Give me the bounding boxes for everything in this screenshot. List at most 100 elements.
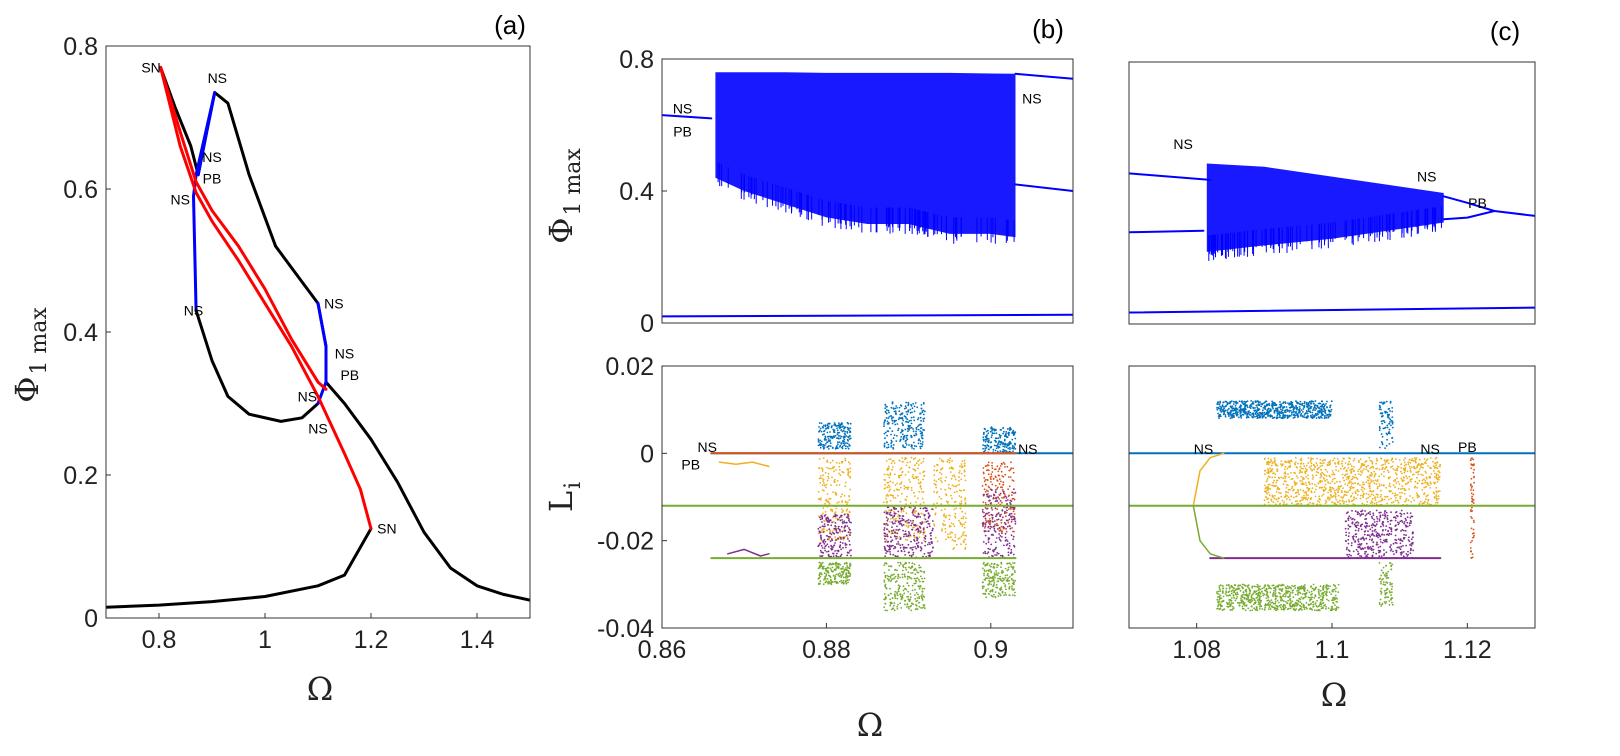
scatter-point: [1286, 495, 1289, 497]
scatter-point: [918, 601, 921, 604]
plot-area-c_top: [1129, 163, 1535, 314]
scatter-point: [819, 572, 821, 574]
scatter-point: [885, 587, 888, 590]
scatter-point: [1309, 407, 1312, 410]
scatter-point: [1305, 494, 1308, 496]
scatter-point: [1370, 500, 1373, 502]
scatter-point: [1352, 475, 1354, 478]
scatter-point: [890, 433, 892, 436]
scatter-point: [839, 446, 841, 448]
series-c_top-3: [1442, 195, 1496, 212]
scatter-point: [897, 577, 899, 580]
scatter-point: [900, 436, 903, 438]
scatter-point: [1002, 516, 1004, 519]
scatter-point: [824, 471, 827, 474]
scatter-point: [899, 500, 902, 503]
scatter-cluster-b_bottom-4: [883, 456, 926, 542]
scatter-point: [1232, 400, 1235, 403]
scatter-point: [982, 501, 985, 504]
scatter-point: [913, 532, 915, 535]
scatter-point: [826, 578, 829, 580]
scatter-point: [837, 574, 840, 576]
scatter-point: [1013, 513, 1016, 515]
scatter-point: [848, 438, 851, 440]
scatter-point: [1366, 476, 1369, 478]
scatter-point: [1322, 473, 1325, 475]
scatter-point: [1254, 415, 1256, 418]
scatter-point: [1335, 469, 1337, 471]
scatter-point: [1005, 588, 1007, 591]
scatter-point: [1285, 406, 1288, 408]
scatter-point: [1383, 459, 1386, 461]
scatter-point: [996, 465, 999, 468]
scatter-point: [834, 580, 837, 583]
scatter-point: [845, 445, 847, 448]
scatter-point: [1229, 413, 1232, 416]
scatter-point: [918, 536, 921, 538]
scatter-point: [1350, 483, 1353, 485]
scatter-point: [1272, 481, 1274, 484]
scatter-point: [1380, 457, 1383, 460]
scatter-point: [1424, 500, 1426, 503]
scatter-point: [835, 582, 838, 585]
scatter-point: [910, 547, 912, 549]
scatter-point: [1380, 441, 1383, 443]
annotation-ns: NS: [335, 345, 354, 361]
scatter-point: [951, 497, 953, 500]
scatter-point: [927, 517, 930, 519]
scatter-point: [1413, 457, 1416, 459]
scatter-point: [912, 430, 915, 433]
scatter-point: [819, 531, 821, 534]
scatter-point: [1320, 416, 1322, 418]
scatter-point: [1260, 415, 1262, 417]
scatter-point: [1311, 482, 1314, 485]
scatter-point: [1319, 465, 1322, 468]
ylabel-a-symbol: Φ: [8, 377, 46, 403]
scatter-point: [1383, 421, 1386, 424]
scatter-point: [1003, 463, 1006, 465]
scatter-point: [1335, 465, 1337, 468]
scatter-point: [1438, 465, 1441, 468]
series-c_top-2: [1129, 229, 1205, 234]
scatter-point: [1261, 403, 1264, 406]
scatter-point: [990, 571, 992, 574]
scatter-point: [1314, 409, 1316, 412]
scatter-cluster-b_bottom-8: [883, 504, 934, 559]
scatter-point: [1341, 460, 1344, 462]
scatter-point: [994, 531, 997, 533]
scatter-point: [982, 525, 984, 527]
scatter-point: [1390, 466, 1392, 469]
scatter-point: [1388, 498, 1390, 501]
scatter-point: [883, 598, 885, 601]
scatter-point: [1007, 521, 1010, 524]
scatter-point: [1362, 486, 1364, 489]
scatter-point: [1317, 402, 1320, 405]
scatter-point: [842, 579, 845, 582]
scatter-point: [1321, 471, 1323, 474]
scatter-point: [1373, 476, 1376, 478]
scatter-point: [989, 499, 991, 502]
scatter-point: [1380, 473, 1383, 476]
scatter-point: [1401, 485, 1404, 488]
scatter-point: [931, 550, 933, 553]
scatter-point: [828, 562, 831, 565]
scatter-point: [840, 570, 843, 573]
scatter-point: [912, 441, 915, 444]
scatter-point: [933, 469, 935, 472]
series-b_bottom-4: [718, 461, 770, 468]
scatter-point: [1009, 527, 1012, 530]
scatter-point: [1345, 494, 1348, 497]
scatter-point: [902, 569, 904, 572]
scatter-point: [836, 552, 838, 555]
scatter-point: [1427, 482, 1429, 485]
scatter-point: [920, 607, 922, 609]
scatter-point: [991, 489, 993, 491]
scatter-point: [1008, 469, 1011, 472]
scatter-point: [993, 520, 996, 522]
scatter-point: [1362, 481, 1364, 484]
scatter-point: [922, 528, 925, 531]
scatter-point: [960, 478, 963, 481]
scatter-point: [830, 583, 833, 586]
scatter-point: [1437, 497, 1440, 500]
scatter-point: [1355, 497, 1358, 500]
